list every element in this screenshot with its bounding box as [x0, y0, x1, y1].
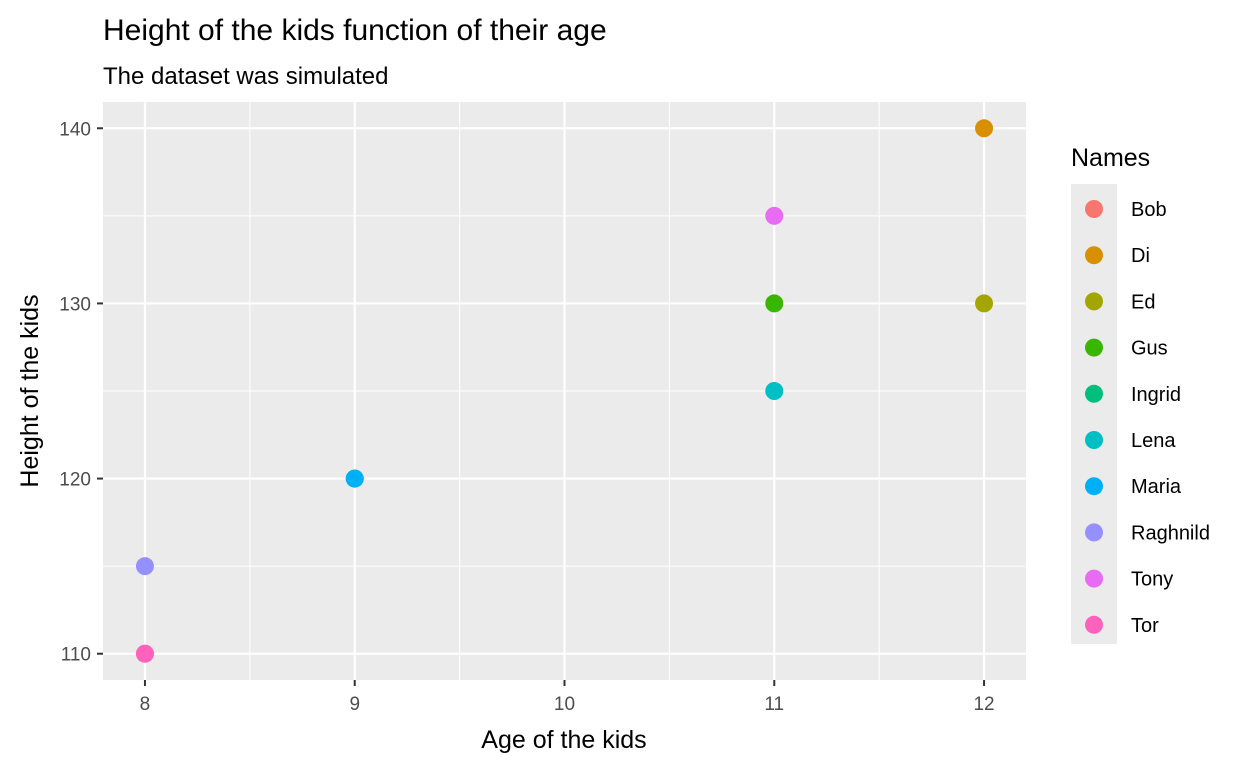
data-point-tor	[135, 644, 154, 663]
data-point-ed	[975, 294, 994, 313]
legend-label-maria: Maria	[1131, 476, 1182, 498]
legend-swatch-maria	[1085, 477, 1103, 496]
legend-swatch-ingrid	[1085, 384, 1103, 403]
x-tick-label: 12	[973, 694, 994, 715]
chart-subtitle: The dataset was simulated	[103, 63, 388, 90]
y-tick-label: 110	[61, 645, 91, 666]
legend-label-tor: Tor	[1131, 615, 1159, 637]
legend-swatch-tor	[1085, 615, 1103, 634]
data-point-tony	[765, 206, 784, 225]
legend-label-gus: Gus	[1131, 338, 1168, 360]
x-axis-label: Age of the kids	[481, 726, 646, 754]
data-point-gus	[765, 294, 784, 313]
data-point-raghnild	[135, 557, 154, 576]
legend-label-ingrid: Ingrid	[1131, 384, 1181, 406]
x-axis: 8 9 10 11 12	[140, 680, 995, 715]
x-tick-label: 9	[349, 694, 360, 715]
data-point-lena	[765, 382, 784, 400]
x-tick-label: 8	[140, 694, 151, 715]
x-tick-label: 11	[764, 694, 784, 715]
data-point-maria	[345, 469, 364, 488]
chart-title: Height of the kids function of their age	[103, 14, 607, 47]
legend-swatch-gus	[1085, 338, 1103, 357]
legend-label-di: Di	[1131, 245, 1150, 267]
legend-swatch-raghnild	[1085, 523, 1103, 542]
y-tick-label: 140	[59, 119, 91, 140]
x-tick-label: 10	[554, 694, 575, 715]
legend-swatch-ed	[1085, 292, 1103, 311]
legend-label-ed: Ed	[1131, 291, 1155, 313]
data-point-di	[975, 119, 994, 138]
y-tick-label: 120	[59, 470, 91, 491]
legend: Names Bob Di Ed Gus Ingrid Lena Maria Raghnild T…	[1071, 144, 1210, 644]
legend-label-tony: Tony	[1131, 569, 1173, 591]
y-tick-label: 130	[59, 294, 91, 315]
legend-label-raghnild: Raghnild	[1131, 522, 1210, 544]
legend-label-bob: Bob	[1131, 199, 1167, 221]
y-axis: 110 120 130 140	[59, 119, 103, 666]
legend-swatch-di	[1085, 246, 1103, 265]
legend-swatch-lena	[1085, 431, 1103, 449]
y-axis-label: Height of the kids	[16, 294, 44, 487]
legend-title: Names	[1071, 144, 1150, 172]
data-points	[135, 119, 994, 663]
legend-swatch-bob	[1085, 200, 1103, 218]
legend-swatch-tony	[1085, 569, 1103, 588]
legend-label-lena: Lena	[1131, 430, 1176, 452]
